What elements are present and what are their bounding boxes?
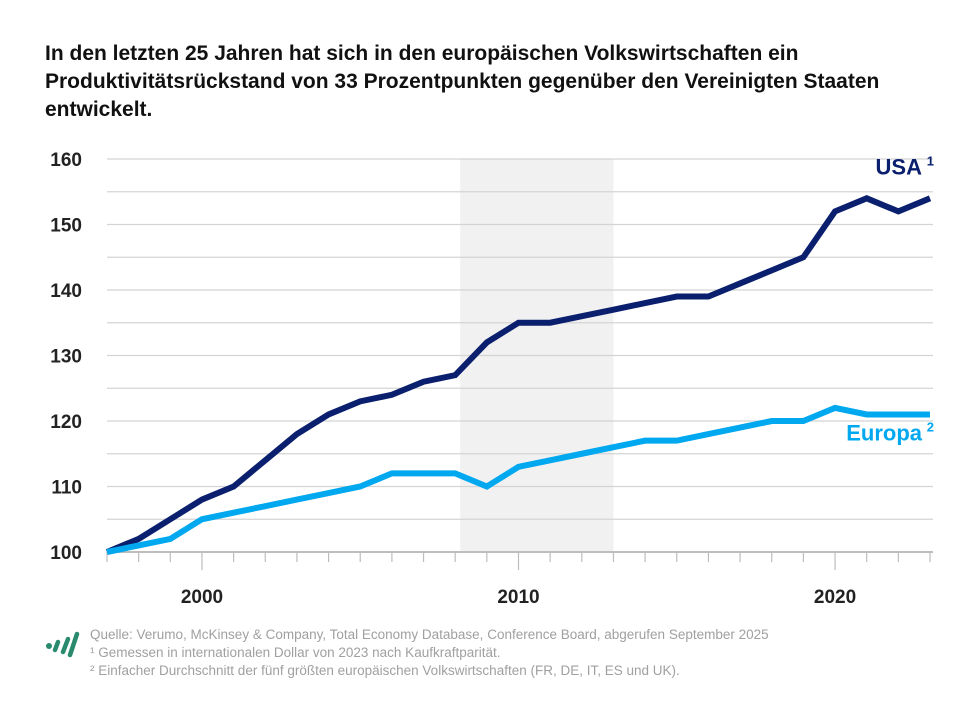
series-label-superscript: 2 — [927, 419, 934, 434]
footnote-2: ² Einfacher Durchschnitt der fünf größte… — [90, 663, 680, 678]
series-label-europa: Europa — [846, 420, 923, 445]
y-tick-label: 110 — [51, 478, 82, 499]
line-chart: 100 110 120 130 140 150 160 2000 2010 2020 USA 1 Eur… — [50, 150, 934, 608]
y-tick-label: 140 — [50, 281, 82, 302]
series-line-usa — [105, 195, 932, 555]
verumo-logo-icon — [46, 631, 80, 658]
x-tick-label: 2000 — [181, 587, 223, 608]
x-tick-label: 2010 — [497, 587, 539, 608]
source-note: Quelle: Verumo, McKinsey & Company, Tota… — [90, 627, 769, 642]
chart-title: In den letzten 25 Jahren hat sich in den… — [45, 42, 880, 121]
footnotes: Quelle: Verumo, McKinsey & Company, Tota… — [90, 626, 769, 680]
y-tick-label: 120 — [50, 412, 82, 433]
y-tick-label: 160 — [50, 150, 82, 171]
y-tick-label: 100 — [50, 543, 82, 564]
footnote-1: ¹ Gemessen in internationalen Dollar von… — [90, 645, 501, 660]
series-line-europa — [106, 404, 930, 555]
y-tick-label: 130 — [50, 347, 82, 368]
series-label-usa: USA — [876, 154, 923, 179]
y-tick-label: 150 — [50, 216, 82, 237]
x-tick-label: 2020 — [814, 587, 856, 608]
series-label-superscript: 1 — [927, 153, 934, 168]
